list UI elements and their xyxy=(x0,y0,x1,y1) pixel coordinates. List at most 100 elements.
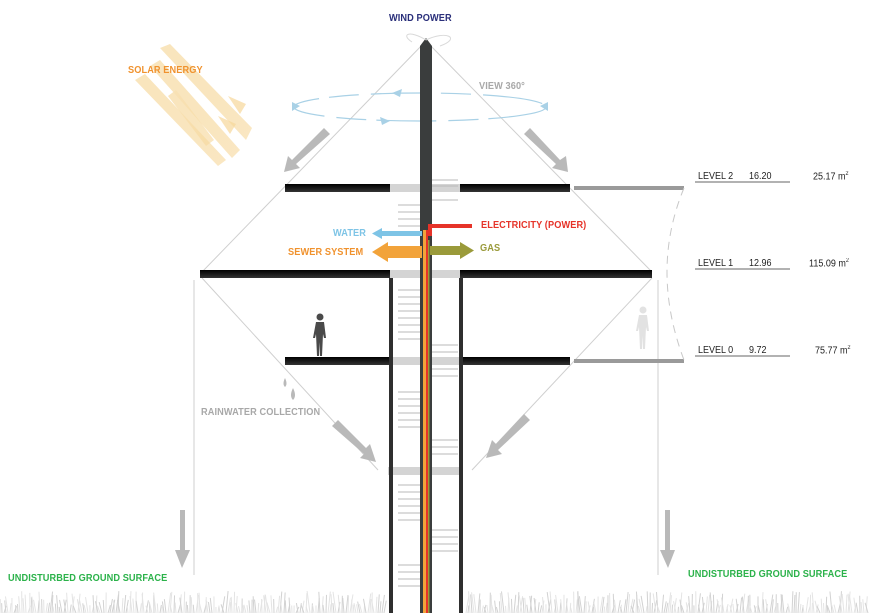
grass-blade xyxy=(656,605,661,613)
grass-blade xyxy=(780,594,783,613)
grass-blade xyxy=(465,595,470,613)
level-name: LEVEL 1 xyxy=(698,258,734,269)
grass-blade xyxy=(781,595,785,613)
grass-blade xyxy=(347,595,350,613)
grass-blade xyxy=(501,591,505,613)
grass-blade xyxy=(669,595,672,613)
grass-blade xyxy=(98,602,103,613)
grass-blade xyxy=(69,604,72,613)
grass-blade xyxy=(864,602,869,613)
grass-blade xyxy=(749,605,753,613)
grass-blade xyxy=(76,599,81,613)
grass-blade xyxy=(486,605,489,613)
grass-blade xyxy=(661,594,665,613)
grass-blade xyxy=(72,605,77,613)
grass-blade xyxy=(24,594,27,613)
grass-blade xyxy=(117,591,120,613)
rain-drops xyxy=(283,378,295,400)
grass-blade xyxy=(246,605,249,613)
grass-blade xyxy=(732,603,735,613)
grass-blade xyxy=(701,596,705,613)
grass-blade xyxy=(358,604,363,613)
grass-blade xyxy=(345,594,349,613)
grass-blade xyxy=(123,594,127,613)
grass-blade xyxy=(301,600,305,613)
grass-blade xyxy=(243,604,247,613)
grass-blade xyxy=(299,603,302,613)
grass-blade xyxy=(741,596,745,613)
grass-blade xyxy=(865,596,868,613)
grass-blade xyxy=(218,605,221,613)
grass-blade xyxy=(305,593,308,613)
grass-blade xyxy=(549,591,553,613)
grass-blade xyxy=(179,597,183,613)
grass-blade xyxy=(31,596,35,613)
grass-blade xyxy=(494,600,497,613)
grass-blade xyxy=(377,594,380,613)
grass-blade xyxy=(238,605,241,613)
grass-blade xyxy=(94,601,99,613)
grass-blade xyxy=(526,604,529,613)
electricity-line xyxy=(428,224,472,236)
grass-blade xyxy=(383,600,387,613)
grass-blade xyxy=(577,592,581,613)
grass-blade xyxy=(332,602,335,613)
grass-blade xyxy=(183,591,186,613)
grass-blade xyxy=(280,603,283,613)
grass-blade xyxy=(860,602,863,613)
grass-blade xyxy=(838,595,843,613)
grass-blade xyxy=(473,594,477,613)
grass-blade xyxy=(198,602,203,613)
grass-blade xyxy=(174,602,177,613)
grass-blade xyxy=(279,591,283,613)
grass-blade xyxy=(483,606,487,613)
grass-blade xyxy=(312,605,315,613)
grass-blade xyxy=(468,591,471,613)
grass-blade xyxy=(599,596,604,613)
grass-blade xyxy=(529,595,533,613)
grass-blade xyxy=(233,591,236,613)
grass-blade xyxy=(565,603,569,613)
grass-blade xyxy=(264,594,269,613)
level-table-rules xyxy=(695,181,790,357)
level-area: 75.77 m2 xyxy=(815,345,851,357)
spiral-stair xyxy=(398,179,458,587)
grass-blade xyxy=(252,596,255,613)
grass-blade xyxy=(121,598,124,613)
grass-blade xyxy=(207,601,211,613)
solar-rays xyxy=(135,44,252,166)
grass-blade xyxy=(318,591,321,613)
grass-blade xyxy=(507,592,511,613)
grass-blade xyxy=(356,604,359,613)
grass-blade xyxy=(729,605,733,613)
grass-blade xyxy=(845,594,848,613)
grass-blade xyxy=(305,606,309,613)
grass-blade xyxy=(283,592,286,613)
level-height: 12.96 xyxy=(749,258,772,269)
grass-blade xyxy=(49,591,54,613)
grass-blade xyxy=(583,596,586,613)
grass-blade xyxy=(559,602,562,613)
grass-blade xyxy=(85,596,89,613)
grass-blade xyxy=(173,595,176,613)
grass-blade xyxy=(209,597,213,613)
grass-blade xyxy=(230,596,233,613)
grass-blade xyxy=(712,594,715,613)
grass-blade xyxy=(805,597,809,613)
grass-blade xyxy=(126,606,129,613)
grass-blade xyxy=(797,592,800,613)
grass-blade xyxy=(853,597,857,613)
grass-blade xyxy=(829,591,833,613)
grass-blade xyxy=(58,606,61,613)
level-1-slab-right xyxy=(460,270,652,278)
rainwater-collection-label: RAINWATER COLLECTION xyxy=(201,407,321,418)
grass-blade xyxy=(697,604,701,613)
solar-energy-label: SOLAR ENERGY xyxy=(128,65,203,76)
grass-blade xyxy=(773,606,777,613)
grass-blade xyxy=(546,592,551,613)
grass-blade xyxy=(519,596,524,613)
grass-blade xyxy=(300,604,305,613)
grass-blade xyxy=(605,602,608,613)
grass-blade xyxy=(332,591,337,613)
